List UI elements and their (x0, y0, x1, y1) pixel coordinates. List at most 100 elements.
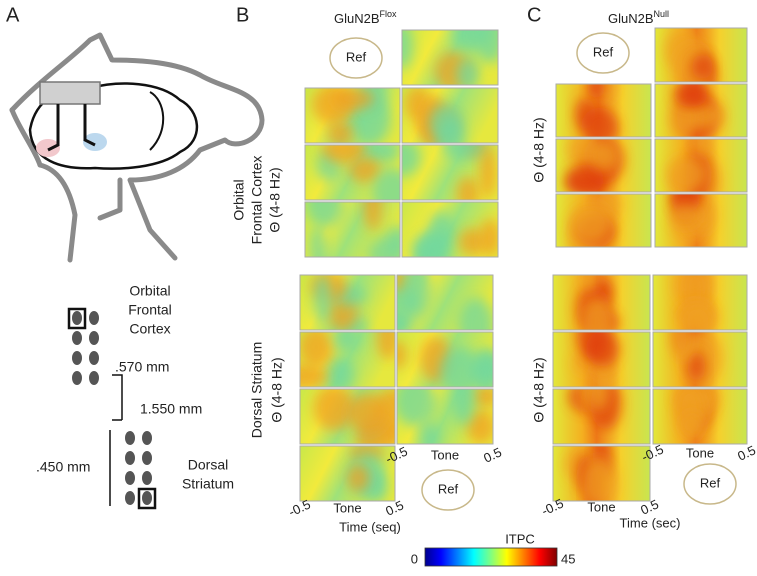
heatmap (300, 332, 395, 387)
y-label-group: Dorsal Striatum Θ (4-8 Hz) (249, 342, 285, 438)
heatmap-patch (346, 463, 370, 492)
heatmap-frame (654, 138, 748, 193)
heatmap-frame (299, 445, 396, 502)
distance-label: .570 mm (115, 359, 169, 375)
heatmap-frame (552, 388, 651, 445)
colorbar (424, 547, 558, 567)
heatmap-frame (552, 274, 651, 331)
mouse-sketch (9, 32, 265, 263)
heatmap-patch (436, 116, 465, 143)
heatmap-patch (331, 332, 360, 352)
heatmap-patch (680, 301, 716, 330)
y-label: Dorsal Striatum (249, 342, 265, 438)
heatmap-patch (687, 351, 706, 382)
heatmap-frame (396, 331, 494, 388)
heatmap-patch (313, 389, 355, 431)
heatmap (300, 389, 395, 444)
heatmap-patch (372, 167, 400, 200)
heatmap-patch (313, 275, 332, 323)
heatmap-patch (458, 228, 487, 256)
electrode-diagram (67, 307, 157, 510)
heatmap-patch (361, 145, 400, 163)
heatmap (553, 332, 650, 387)
heatmap-frame (304, 144, 401, 201)
region-label: Cortex (129, 321, 170, 337)
heatmap-patch (682, 412, 702, 439)
heatmap-frame (401, 87, 499, 144)
heatmap-frame (304, 87, 401, 144)
heatmap-patch (466, 409, 493, 444)
heatmap-patch (327, 121, 354, 143)
heatmap (553, 446, 650, 501)
heatmap-frame (304, 201, 401, 258)
heatmap-patch (347, 393, 388, 434)
heatmap-patch (308, 225, 326, 257)
y-label: Θ (4-8 Hz) (531, 357, 547, 422)
ref-label: Ref (700, 475, 721, 490)
x-label: Time (sec) (620, 515, 681, 530)
x-tick-label: Tone (333, 500, 361, 515)
heatmap-patch (456, 58, 480, 85)
title-superscript: Null (654, 9, 670, 19)
y-label-group: Orbital Frontal Cortex Θ (4-8 Hz) (231, 156, 283, 245)
heatmap (556, 84, 651, 137)
heatmap-patch (415, 230, 449, 257)
heatmap-patch (419, 421, 440, 444)
heatmap (653, 389, 747, 444)
panel-title: GluN2BFlox (334, 9, 397, 26)
heatmap-frame (654, 193, 748, 248)
heatmap (655, 84, 747, 137)
panel-label: C (527, 4, 541, 26)
heatmap-patch (332, 88, 375, 110)
heatmap-patch (670, 98, 699, 137)
heatmap-patch (376, 332, 395, 360)
x-tick-label: 0.5 (735, 442, 757, 463)
title-text: GluN2B (334, 11, 380, 26)
heatmap (300, 446, 395, 501)
heatmap-frame (552, 445, 651, 502)
heatmap-patch (456, 176, 480, 200)
heatmap-frame (654, 27, 748, 83)
heatmap-frame (555, 83, 652, 138)
heatmap-frame (299, 331, 396, 388)
panel-title: GluN2BNull (608, 9, 669, 26)
heatmap-frame (652, 331, 748, 388)
x-tick-label: 0.5 (638, 496, 661, 517)
y-label: Frontal Cortex (249, 156, 265, 245)
region-label: Frontal (128, 302, 172, 318)
heatmap-patch (582, 457, 618, 501)
ref-label: Ref (346, 49, 367, 64)
heatmap-patch (666, 155, 706, 192)
heatmap (556, 194, 651, 247)
x-tick-label: 0.5 (383, 497, 406, 518)
heatmap (300, 275, 395, 330)
title-text: GluN2B (608, 11, 654, 26)
heatmap (653, 332, 747, 387)
heatmap-patch (471, 389, 493, 407)
heatmap-frame (652, 274, 748, 331)
ref-circle (576, 32, 630, 74)
heatmap-patch (452, 389, 475, 426)
heatmap-frame (299, 274, 396, 331)
heatmap-patch (397, 314, 409, 330)
heatmap-frame (396, 388, 494, 445)
ref-circle (329, 37, 383, 79)
x-label: Time (seq) (339, 519, 401, 534)
y-label: Θ (4-8 Hz) (267, 167, 283, 232)
heatmap (556, 139, 651, 192)
heatmap-patch (402, 145, 421, 177)
colorbar-title: ITPC (505, 531, 535, 546)
heatmap (402, 30, 498, 85)
heatmap-patch (363, 202, 383, 231)
heatmap-frame (652, 388, 748, 445)
heatmap-frame (299, 388, 396, 445)
heatmap-patch (479, 145, 496, 199)
ref-circle (683, 463, 737, 505)
heatmap-patch (579, 275, 599, 293)
x-tick-label: Tone (686, 445, 714, 460)
x-tick-label: 0.5 (481, 444, 504, 465)
y-label: Θ (4-8 Hz) (531, 117, 547, 182)
heatmap-patch (590, 140, 620, 172)
